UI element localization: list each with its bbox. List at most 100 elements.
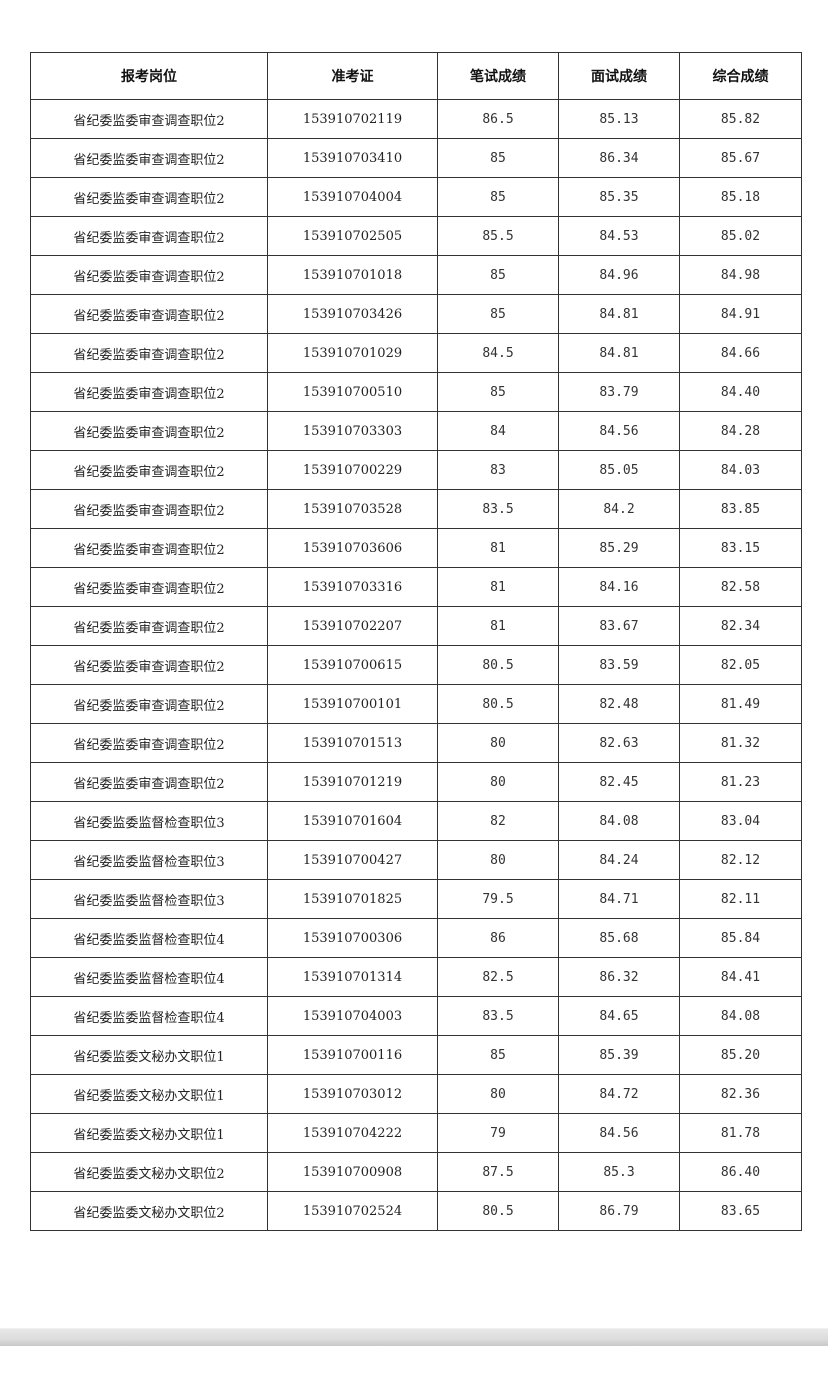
cell-interview-score: 86.34 <box>558 138 680 178</box>
cell-total-score: 84.41 <box>679 957 802 997</box>
cell-total-score: 83.04 <box>679 801 802 841</box>
cell-interview-score: 84.56 <box>558 1113 680 1153</box>
cell-ticket-number: 153910704003 <box>267 996 438 1036</box>
cell-written-score: 85 <box>437 372 559 412</box>
cell-position: 省纪委监委文秘办文职位1 <box>30 1113 268 1153</box>
table-row: 省纪委监委审查调查职位2 153910703316 81 84.16 82.58 <box>30 567 802 607</box>
cell-written-score: 81 <box>437 606 559 646</box>
cell-interview-score: 84.96 <box>558 255 680 295</box>
cell-total-score: 84.40 <box>679 372 802 412</box>
cell-ticket-number: 153910700615 <box>267 645 438 685</box>
cell-ticket-number: 153910702119 <box>267 99 438 139</box>
cell-total-score: 85.18 <box>679 177 802 217</box>
table-row: 省纪委监委审查调查职位2 153910703606 81 85.29 83.15 <box>30 528 802 568</box>
cell-interview-score: 84.2 <box>558 489 680 529</box>
cell-written-score: 85 <box>437 138 559 178</box>
cell-ticket-number: 153910701604 <box>267 801 438 841</box>
cell-ticket-number: 153910701513 <box>267 723 438 763</box>
cell-position: 省纪委监委审查调查职位2 <box>30 567 268 607</box>
cell-interview-score: 85.29 <box>558 528 680 568</box>
table-row: 省纪委监委审查调查职位2 153910701029 84.5 84.81 84.66 <box>30 333 802 373</box>
cell-written-score: 83 <box>437 450 559 490</box>
header-written-score: 笔试成绩 <box>437 52 559 100</box>
table-row: 省纪委监委监督检查职位4 153910700306 86 85.68 85.84 <box>30 918 802 958</box>
cell-position: 省纪委监委监督检查职位4 <box>30 996 268 1036</box>
cell-position: 省纪委监委审查调查职位2 <box>30 411 268 451</box>
cell-ticket-number: 153910703426 <box>267 294 438 334</box>
cell-total-score: 83.15 <box>679 528 802 568</box>
cell-total-score: 83.85 <box>679 489 802 529</box>
table-row: 省纪委监委文秘办文职位2 153910702524 80.5 86.79 83.65 <box>30 1191 802 1231</box>
cell-interview-score: 84.65 <box>558 996 680 1036</box>
cell-position: 省纪委监委审查调查职位2 <box>30 333 268 373</box>
cell-interview-score: 85.13 <box>558 99 680 139</box>
cell-interview-score: 84.53 <box>558 216 680 256</box>
cell-written-score: 87.5 <box>437 1152 559 1192</box>
cell-position: 省纪委监委审查调查职位2 <box>30 255 268 295</box>
cell-position: 省纪委监委监督检查职位4 <box>30 918 268 958</box>
cell-ticket-number: 153910702524 <box>267 1191 438 1231</box>
cell-ticket-number: 153910700229 <box>267 450 438 490</box>
cell-written-score: 86.5 <box>437 99 559 139</box>
cell-position: 省纪委监委审查调查职位2 <box>30 762 268 802</box>
table-row: 省纪委监委文秘办文职位1 153910703012 80 84.72 82.36 <box>30 1074 802 1114</box>
table-body: 省纪委监委审查调查职位2 153910702119 86.5 85.13 85.82 省纪… <box>30 99 802 1231</box>
table-row: 省纪委监委文秘办文职位2 153910700908 87.5 85.3 86.40 <box>30 1152 802 1192</box>
cell-written-score: 85.5 <box>437 216 559 256</box>
cell-ticket-number: 153910700101 <box>267 684 438 724</box>
cell-position: 省纪委监委监督检查职位3 <box>30 840 268 880</box>
table-header-row: 报考岗位 准考证 笔试成绩 面试成绩 综合成绩 <box>30 52 802 100</box>
table-row: 省纪委监委审查调查职位2 153910701219 80 82.45 81.23 <box>30 762 802 802</box>
cell-written-score: 79.5 <box>437 879 559 919</box>
table-row: 省纪委监委审查调查职位2 153910701513 80 82.63 81.32 <box>30 723 802 763</box>
cell-position: 省纪委监委文秘办文职位2 <box>30 1152 268 1192</box>
cell-position: 省纪委监委审查调查职位2 <box>30 450 268 490</box>
cell-position: 省纪委监委监督检查职位3 <box>30 801 268 841</box>
table-row: 省纪委监委监督检查职位4 153910701314 82.5 86.32 84.41 <box>30 957 802 997</box>
cell-ticket-number: 153910701018 <box>267 255 438 295</box>
cell-written-score: 82.5 <box>437 957 559 997</box>
cell-ticket-number: 153910703606 <box>267 528 438 568</box>
cell-ticket-number: 153910704222 <box>267 1113 438 1153</box>
cell-total-score: 84.98 <box>679 255 802 295</box>
cell-total-score: 81.78 <box>679 1113 802 1153</box>
cell-written-score: 82 <box>437 801 559 841</box>
cell-ticket-number: 153910700306 <box>267 918 438 958</box>
cell-interview-score: 84.56 <box>558 411 680 451</box>
cell-total-score: 82.05 <box>679 645 802 685</box>
cell-written-score: 80 <box>437 762 559 802</box>
cell-position: 省纪委监委审查调查职位2 <box>30 528 268 568</box>
cell-interview-score: 83.59 <box>558 645 680 685</box>
cell-position: 省纪委监委审查调查职位2 <box>30 294 268 334</box>
cell-interview-score: 82.45 <box>558 762 680 802</box>
table-row: 省纪委监委审查调查职位2 153910702505 85.5 84.53 85.02 <box>30 216 802 256</box>
table-row: 省纪委监委文秘办文职位1 153910704222 79 84.56 81.78 <box>30 1113 802 1153</box>
table-row: 省纪委监委监督检查职位3 153910701604 82 84.08 83.04 <box>30 801 802 841</box>
cell-total-score: 82.34 <box>679 606 802 646</box>
cell-written-score: 80.5 <box>437 645 559 685</box>
cell-position: 省纪委监委审查调查职位2 <box>30 645 268 685</box>
cell-ticket-number: 153910700510 <box>267 372 438 412</box>
table-row: 省纪委监委监督检查职位4 153910704003 83.5 84.65 84.08 <box>30 996 802 1036</box>
cell-written-score: 83.5 <box>437 996 559 1036</box>
table-row: 省纪委监委审查调查职位2 153910702207 81 83.67 82.34 <box>30 606 802 646</box>
cell-ticket-number: 153910703528 <box>267 489 438 529</box>
cell-written-score: 81 <box>437 567 559 607</box>
cell-position: 省纪委监委审查调查职位2 <box>30 372 268 412</box>
cell-interview-score: 85.3 <box>558 1152 680 1192</box>
cell-written-score: 85 <box>437 177 559 217</box>
cell-total-score: 86.40 <box>679 1152 802 1192</box>
table-row: 省纪委监委审查调查职位2 153910703426 85 84.81 84.91 <box>30 294 802 334</box>
cell-position: 省纪委监委文秘办文职位1 <box>30 1035 268 1075</box>
cell-total-score: 81.49 <box>679 684 802 724</box>
table-row: 省纪委监委审查调查职位2 153910703528 83.5 84.2 83.85 <box>30 489 802 529</box>
cell-total-score: 84.66 <box>679 333 802 373</box>
cell-ticket-number: 153910703316 <box>267 567 438 607</box>
score-table: 报考岗位 准考证 笔试成绩 面试成绩 综合成绩 省纪委监委审查调查职位2 1539… <box>30 52 802 1231</box>
cell-interview-score: 82.63 <box>558 723 680 763</box>
cell-ticket-number: 153910701219 <box>267 762 438 802</box>
cell-ticket-number: 153910703303 <box>267 411 438 451</box>
cell-ticket-number: 153910702505 <box>267 216 438 256</box>
cell-ticket-number: 153910700908 <box>267 1152 438 1192</box>
cell-interview-score: 83.79 <box>558 372 680 412</box>
